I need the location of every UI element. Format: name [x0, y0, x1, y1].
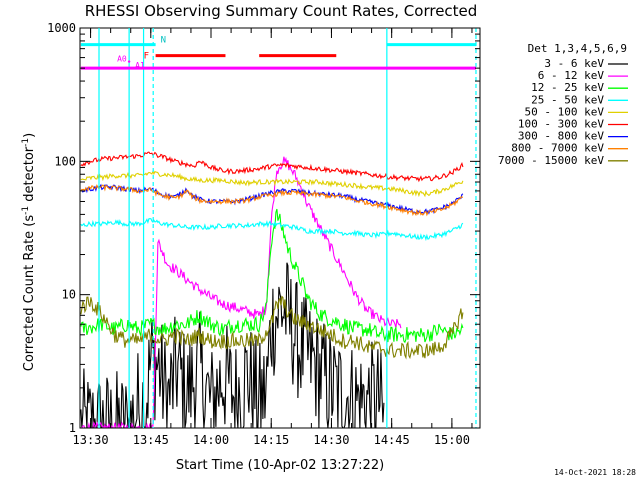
x-tick-label: 14:00 [193, 433, 229, 447]
x-tick-label: 13:30 [73, 433, 109, 447]
series-line-1 [80, 262, 385, 428]
y-label-prefix: Corrected Count Rate (s [22, 215, 37, 372]
plot-frame [79, 27, 481, 429]
series-group [80, 151, 464, 428]
attenuator-dot [127, 60, 131, 63]
series-line-5 [80, 169, 464, 198]
y-axis-ticks: 1 10 100 1000 [47, 21, 480, 435]
series-line-9 [80, 295, 464, 360]
footer-date: 14-Oct-2021 18:28 [554, 468, 636, 477]
y-axis-label: Corrected Count Rate (s-1 detector-1) [21, 133, 37, 371]
series-line-4 [80, 218, 464, 242]
legend-entry-7: 300 - 800 keV [518, 130, 604, 143]
night-label: N [161, 36, 166, 46]
legend-entry-9: 7000 - 15000 keV [498, 154, 604, 167]
legend-entry-5: 50 - 100 keV [525, 105, 605, 118]
series-line-7 [80, 183, 464, 215]
x-tick-label: 15:00 [434, 433, 470, 447]
legend-header: Det 1,3,4,5,6,9 [528, 42, 627, 55]
chart-title: RHESSI Observing Summary Count Rates, Co… [85, 2, 478, 20]
y-label-mid: detector [22, 146, 37, 206]
y-label-suffix: ) [22, 133, 37, 138]
x-tick-label: 14:45 [374, 433, 410, 447]
y-label-sup1: -1 [21, 206, 31, 215]
series-line-2 [80, 156, 402, 428]
y-tick-label: 1000 [47, 21, 76, 35]
legend-entry-8: 800 - 7000 keV [511, 142, 604, 155]
y-label-sup2: -1 [21, 138, 31, 147]
series-line-8 [80, 184, 464, 217]
flare-label: F [144, 52, 149, 62]
legend-entry-6: 100 - 300 keV [518, 118, 604, 131]
legend-entry-2: 6 - 12 keV [538, 69, 605, 82]
legend-entry-1: 3 - 6 keV [544, 57, 604, 70]
y-tick-label: 10 [62, 288, 76, 302]
attenuator-label-1: A0 [117, 55, 127, 64]
x-axis-ticks: 13:30 13:45 14:00 14:15 14:30 14:45 15:00 [73, 28, 473, 447]
series-line-6 [80, 151, 464, 183]
attenuator-label-2: A1 [135, 61, 145, 70]
y-tick-label: 1 [69, 421, 76, 435]
y-tick-label: 100 [54, 154, 76, 168]
x-tick-label: 14:30 [313, 433, 349, 447]
x-tick-label: 14:15 [253, 433, 289, 447]
series-line-3 [80, 208, 464, 344]
x-tick-label: 13:45 [133, 433, 169, 447]
annotation-layer: N F A0 A1 [80, 28, 477, 428]
x-axis-label: Start Time (10-Apr-02 13:27:22) [176, 458, 384, 473]
plot-area [79, 27, 481, 429]
legend-entry-3: 12 - 25 keV [531, 81, 604, 94]
legend-entry-4: 25 - 50 keV [531, 93, 604, 106]
